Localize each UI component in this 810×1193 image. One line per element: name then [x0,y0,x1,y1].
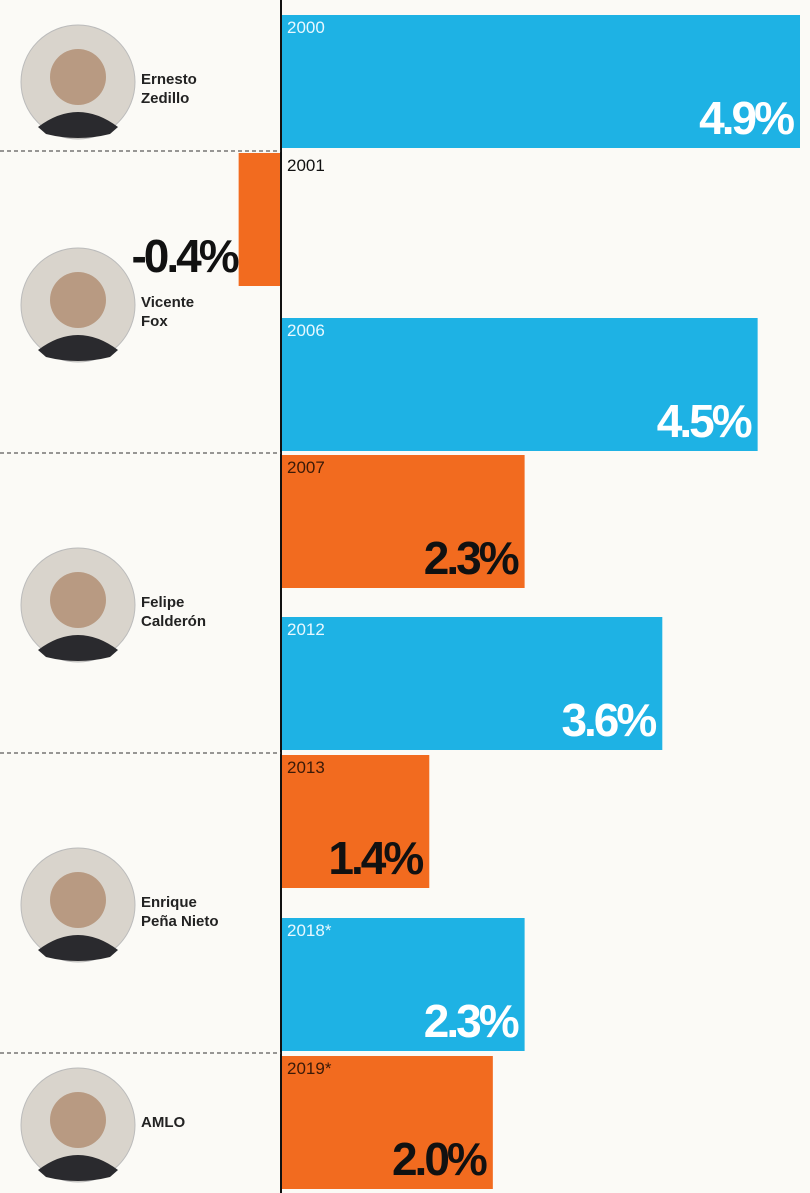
year-label: 2001 [287,156,325,175]
portrait-face [50,572,106,628]
value-label: 4.9% [699,92,794,144]
value-label: 2.3% [424,995,519,1047]
year-label: 2007 [287,458,325,477]
portrait-face [50,872,106,928]
value-label: 3.6% [561,694,656,746]
president-name: Ernesto Zedillo [141,70,221,108]
portrait-face [50,272,106,328]
value-label: 4.5% [657,395,752,447]
chart: 2000 4.9% 2001 -0.4% 2006 4.5% 2007 2.3% 2012 3.6… [0,0,810,1193]
value-label: 2.0% [392,1133,487,1185]
bar [239,153,281,286]
name-box: Ernesto Zedillo [141,70,236,120]
year-label: 2018* [287,921,332,940]
name-box: AMLO [141,1113,236,1163]
president-name: Vicente Fox [141,293,221,331]
name-box: Enrique Peña Nieto [141,893,236,943]
value-label: -0.4% [131,230,238,282]
president-name: Felipe Calderón [141,593,221,631]
year-label: 2012 [287,620,325,639]
year-label: 2013 [287,758,325,777]
year-label: 2019* [287,1059,332,1078]
president-name: Enrique Peña Nieto [141,893,221,931]
portrait-face [50,1092,106,1148]
name-box: Vicente Fox [141,293,236,343]
value-label: 1.4% [328,832,423,884]
name-box: Felipe Calderón [141,593,236,643]
year-label: 2000 [287,18,325,37]
year-label: 2006 [287,321,325,340]
president-name: AMLO [141,1113,221,1132]
value-label: 2.3% [424,532,519,584]
portrait-face [50,49,106,105]
